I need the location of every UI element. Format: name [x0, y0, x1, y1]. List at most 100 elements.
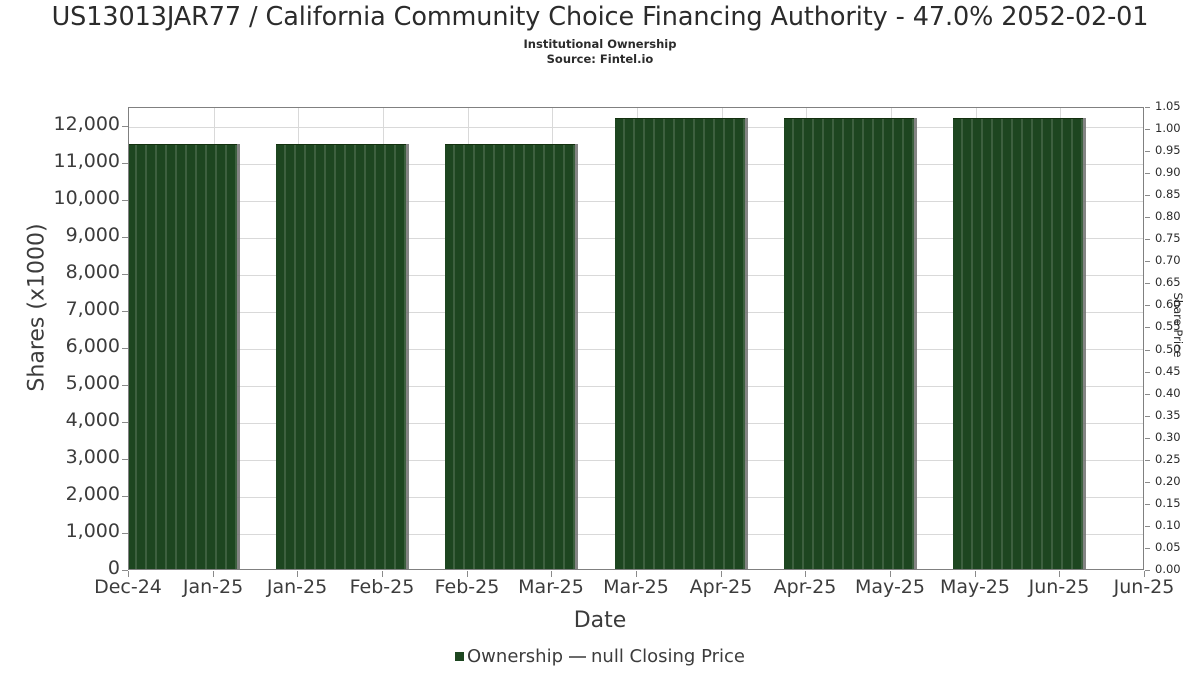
bar[interactable] — [615, 118, 745, 569]
y2-axis-tick-mark — [1145, 217, 1150, 218]
y2-axis-tick-label: 0.10 — [1155, 517, 1181, 532]
legend-bar-swatch-icon — [455, 652, 465, 661]
x-axis-tick-label: Apr-25 — [689, 576, 753, 598]
y2-axis-tick-label: 0.30 — [1155, 429, 1181, 444]
x-axis-tick-mark — [890, 571, 891, 577]
y-axis-tick-mark — [122, 126, 128, 127]
y2-axis-tick-label: 0.65 — [1155, 275, 1181, 290]
y-axis-tick-label: 3,000 — [65, 445, 120, 468]
y-axis-tick-mark — [122, 163, 128, 164]
y2-axis-tick-label: 0.05 — [1155, 539, 1181, 554]
y2-axis-tick-mark — [1145, 372, 1150, 373]
y2-axis-tick-label: 0.35 — [1155, 407, 1181, 422]
y2-axis-tick-label: 0.45 — [1155, 363, 1181, 378]
y2-axis-tick-label: 0.55 — [1155, 319, 1181, 334]
x-axis-tick-mark — [721, 571, 722, 577]
y-axis-tick-mark — [122, 570, 128, 571]
y-axis-tick-mark — [122, 533, 128, 534]
y-axis-tick-label: 2,000 — [65, 482, 120, 505]
y-axis-tick-label: 8,000 — [65, 260, 120, 283]
x-axis-tick-mark — [551, 571, 552, 577]
y-axis-tick-label: 10,000 — [53, 186, 120, 209]
y2-axis-tick-mark — [1145, 239, 1150, 240]
x-axis-tick-mark — [805, 571, 806, 577]
y2-axis-tick-mark — [1145, 570, 1150, 571]
y2-axis-tick-mark — [1145, 460, 1150, 461]
y-axis-left-title: Shares (x1000) — [24, 223, 50, 392]
y-axis-tick-mark — [122, 274, 128, 275]
y-axis-tick-mark — [122, 422, 128, 423]
y2-axis-tick-mark — [1145, 504, 1150, 505]
y-axis-tick-label: 7,000 — [65, 297, 120, 320]
y-axis-tick-label: 6,000 — [65, 334, 120, 357]
chart-legend: Ownership null Closing Price — [0, 646, 1200, 667]
y2-axis-tick-mark — [1145, 416, 1150, 417]
y2-axis-tick-mark — [1145, 151, 1150, 152]
y-axis-tick-mark — [122, 348, 128, 349]
x-axis-tick-mark — [1059, 571, 1060, 577]
bar[interactable] — [445, 144, 575, 569]
y-axis-tick-label: 1,000 — [65, 519, 120, 542]
x-axis-tick-label: Dec-24 — [94, 576, 162, 598]
x-axis-tick-mark — [297, 571, 298, 577]
legend-item-closing-price[interactable]: null Closing Price — [563, 646, 745, 667]
y-axis-tick-mark — [122, 459, 128, 460]
y2-axis-tick-label: 0.25 — [1155, 451, 1181, 466]
y2-axis-tick-mark — [1145, 129, 1150, 130]
legend-label-ownership: Ownership — [467, 646, 564, 667]
x-axis-tick-label: Feb-25 — [434, 576, 500, 598]
y-axis-right-title: Share Price — [1171, 292, 1185, 358]
page-title: US13013JAR77 / California Community Choi… — [51, 2, 1149, 32]
y2-axis-tick-label: 1.00 — [1155, 121, 1181, 136]
x-axis-tick-mark — [382, 571, 383, 577]
y2-axis-tick-label: 0.80 — [1155, 209, 1181, 224]
y-axis-tick-label: 5,000 — [65, 371, 120, 394]
chart-header: US13013JAR77 / California Community Choi… — [0, 0, 1200, 67]
y2-axis-tick-mark — [1145, 261, 1150, 262]
x-axis-tick-label: Jun-25 — [1028, 576, 1090, 598]
x-axis-tick-label: Feb-25 — [349, 576, 415, 598]
y2-axis-tick-mark — [1145, 482, 1150, 483]
x-axis-tick-mark — [128, 571, 129, 577]
y-axis-tick-label: 9,000 — [65, 223, 120, 246]
x-axis-tick-label: Mar-25 — [518, 576, 584, 598]
x-axis-tick-label: Jun-25 — [1113, 576, 1175, 598]
y2-axis-tick-label: 1.05 — [1155, 99, 1181, 113]
y2-axis-tick-label: 0.60 — [1155, 297, 1181, 312]
y-axis-tick-label: 4,000 — [65, 408, 120, 431]
y-axis-tick-mark — [122, 496, 128, 497]
y2-axis-tick-mark — [1145, 195, 1150, 196]
y-axis-tick-mark — [122, 385, 128, 386]
bar[interactable] — [953, 118, 1083, 569]
y2-axis-tick-mark — [1145, 173, 1150, 174]
y2-axis-tick-label: 0.95 — [1155, 143, 1181, 158]
y-axis-tick-label: 0 — [107, 557, 120, 579]
y2-axis-tick-label: 0.15 — [1155, 495, 1181, 510]
y2-axis-tick-label: 0.50 — [1155, 341, 1181, 356]
y2-axis-tick-mark — [1145, 327, 1150, 328]
bar[interactable] — [129, 144, 237, 569]
y-axis-tick-label: 12,000 — [53, 112, 120, 135]
y2-axis-tick-mark — [1145, 350, 1150, 351]
x-axis-tick-label: Mar-25 — [603, 576, 669, 598]
x-axis-tick-label: Jan-25 — [182, 576, 244, 598]
y2-axis-tick-label: 0.90 — [1155, 165, 1181, 180]
y2-axis-tick-label: 0.75 — [1155, 231, 1181, 246]
x-axis-tick-mark — [1144, 571, 1145, 577]
bar[interactable] — [784, 118, 914, 569]
chart-subtitle: Institutional Ownership — [523, 37, 677, 51]
y2-axis-tick-label: 0.00 — [1155, 562, 1181, 576]
y2-axis-tick-mark — [1145, 394, 1150, 395]
y2-axis-tick-mark — [1145, 548, 1150, 549]
legend-item-ownership[interactable]: Ownership — [455, 646, 563, 667]
y-axis-tick-mark — [122, 237, 128, 238]
x-axis-tick-label: May-25 — [940, 576, 1010, 598]
y2-axis-tick-label: 0.40 — [1155, 385, 1181, 400]
y2-axis-tick-label: 0.70 — [1155, 253, 1181, 268]
bar[interactable] — [276, 144, 406, 569]
y-axis-tick-label: 11,000 — [53, 149, 120, 172]
chart-source: Source: Fintel.io — [546, 52, 654, 66]
x-axis-tick-mark — [975, 571, 976, 577]
x-axis-tick-mark — [213, 571, 214, 577]
y2-axis-tick-mark — [1145, 526, 1150, 527]
